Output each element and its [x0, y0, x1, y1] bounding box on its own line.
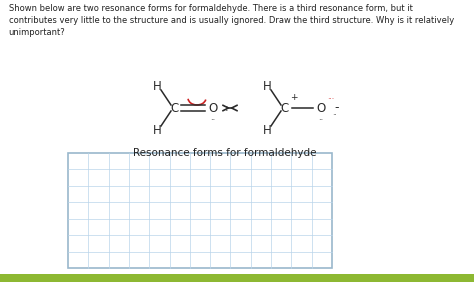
Bar [0, 274, 474, 282]
Text: ··: ·· [319, 116, 324, 125]
Text: -: - [335, 102, 339, 114]
Text: H: H [263, 80, 272, 92]
Text: O: O [209, 102, 218, 114]
Text: ··: ·· [333, 111, 337, 120]
Text: ···: ··· [328, 96, 335, 105]
Text: H: H [153, 124, 161, 136]
Bar [68, 153, 332, 268]
Text: :: : [225, 103, 229, 113]
Text: ··: ·· [210, 116, 216, 125]
Text: H: H [263, 124, 272, 136]
Text: O: O [316, 102, 326, 114]
Text: +: + [290, 94, 298, 102]
Text: Shown below are two resonance forms for formaldehyde. There is a third resonance: Shown below are two resonance forms for … [9, 4, 454, 37]
Text: C: C [281, 102, 289, 114]
Text: C: C [171, 102, 179, 114]
Text: Resonance forms for formaldehyde: Resonance forms for formaldehyde [133, 148, 317, 158]
Text: H: H [153, 80, 161, 92]
